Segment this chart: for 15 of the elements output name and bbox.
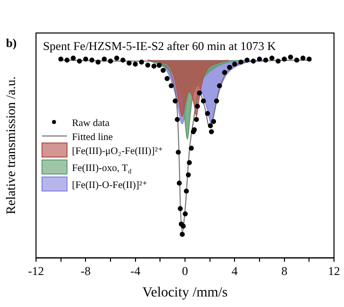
legend-label: Raw data bbox=[72, 118, 110, 129]
x-tick-label: -12 bbox=[28, 264, 44, 278]
legend-label: [Fe(III)-μO₂-Fe(III)]²⁺ bbox=[72, 146, 163, 157]
x-tick-label: 12 bbox=[328, 264, 340, 278]
x-tick-label: -8 bbox=[80, 264, 91, 278]
legend-label: Fitted line bbox=[72, 132, 114, 143]
x-tick-label: 4 bbox=[232, 264, 238, 278]
chart-title: Spent Fe/HZSM-5-IE-S2 after 60 min at 1073 K bbox=[43, 39, 276, 53]
x-tick-label: -4 bbox=[130, 264, 140, 278]
x-tick-label: 8 bbox=[281, 264, 288, 278]
x-axis-title: Velocity /mm/s bbox=[142, 285, 228, 300]
x-tick-label: 0 bbox=[182, 264, 188, 278]
y-axis-title: Relative transmission /a.u. bbox=[3, 76, 18, 214]
text: b) bbox=[6, 36, 17, 50]
legend-label: [Fe(II)-O-Fe(II)]²⁺ bbox=[72, 180, 148, 191]
